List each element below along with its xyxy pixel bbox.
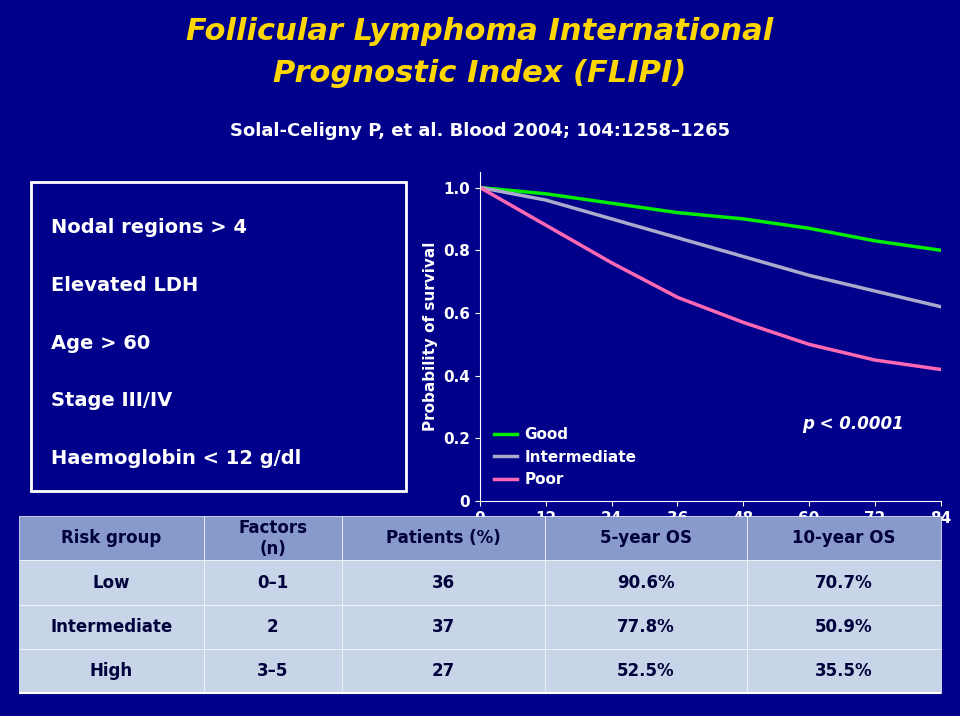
Text: 3–5: 3–5 — [257, 662, 288, 679]
Good — [474, 183, 486, 192]
Y-axis label: Probability of survival: Probability of survival — [422, 242, 438, 431]
Line: Intermediate: Intermediate — [480, 188, 941, 306]
Text: 10-year OS: 10-year OS — [792, 529, 896, 548]
FancyBboxPatch shape — [342, 561, 544, 604]
Text: Risk group: Risk group — [61, 529, 161, 548]
Text: 0–1: 0–1 — [257, 574, 288, 591]
Good — [935, 246, 947, 255]
Intermediate — [935, 302, 947, 311]
Intermediate — [869, 286, 880, 295]
Line: Poor: Poor — [480, 188, 941, 369]
Good — [606, 199, 617, 208]
Intermediate — [606, 215, 617, 223]
Text: Stage III/IV: Stage III/IV — [52, 391, 173, 410]
Good — [540, 190, 552, 198]
FancyBboxPatch shape — [19, 516, 204, 561]
Good — [672, 208, 684, 217]
Text: Nodal regions > 4: Nodal regions > 4 — [52, 218, 248, 237]
FancyBboxPatch shape — [342, 516, 544, 561]
Intermediate — [474, 183, 486, 192]
Intermediate — [804, 271, 815, 280]
Text: 50.9%: 50.9% — [815, 618, 873, 636]
Text: 36: 36 — [432, 574, 455, 591]
FancyBboxPatch shape — [204, 604, 342, 649]
Text: Age > 60: Age > 60 — [52, 334, 151, 352]
Good — [804, 224, 815, 233]
Text: 70.7%: 70.7% — [815, 574, 873, 591]
Poor — [804, 340, 815, 349]
FancyBboxPatch shape — [19, 649, 204, 693]
Text: 90.6%: 90.6% — [617, 574, 675, 591]
Text: Intermediate: Intermediate — [50, 618, 173, 636]
Text: 77.8%: 77.8% — [617, 618, 675, 636]
Poor — [474, 183, 486, 192]
Poor — [737, 318, 749, 326]
Poor — [606, 258, 617, 267]
Text: Follicular Lymphoma International: Follicular Lymphoma International — [186, 17, 774, 47]
Text: Haemoglobin < 12 g/dl: Haemoglobin < 12 g/dl — [52, 449, 301, 468]
FancyBboxPatch shape — [544, 561, 747, 604]
Text: Solal-Celigny P, et al. Blood 2004; 104:1258–1265: Solal-Celigny P, et al. Blood 2004; 104:… — [230, 122, 730, 140]
Poor — [672, 293, 684, 301]
Good — [737, 215, 749, 223]
FancyBboxPatch shape — [544, 604, 747, 649]
FancyBboxPatch shape — [342, 649, 544, 693]
Text: p < 0.0001: p < 0.0001 — [803, 415, 904, 432]
Text: Patients (%): Patients (%) — [386, 529, 500, 548]
Poor — [935, 365, 947, 374]
Text: Elevated LDH: Elevated LDH — [52, 276, 199, 295]
FancyBboxPatch shape — [204, 649, 342, 693]
FancyBboxPatch shape — [204, 516, 342, 561]
Text: 2: 2 — [267, 618, 278, 636]
FancyBboxPatch shape — [544, 649, 747, 693]
FancyBboxPatch shape — [19, 561, 204, 604]
Text: 5-year OS: 5-year OS — [600, 529, 692, 548]
Poor — [540, 221, 552, 229]
FancyBboxPatch shape — [19, 604, 204, 649]
X-axis label: Months: Months — [673, 531, 748, 549]
Line: Good: Good — [480, 188, 941, 251]
Text: Factors
(n): Factors (n) — [238, 519, 307, 558]
FancyBboxPatch shape — [747, 516, 941, 561]
Text: High: High — [90, 662, 132, 679]
Legend: Good, Intermediate, Poor: Good, Intermediate, Poor — [488, 421, 642, 493]
FancyBboxPatch shape — [204, 561, 342, 604]
FancyBboxPatch shape — [342, 604, 544, 649]
Text: Low: Low — [92, 574, 131, 591]
FancyBboxPatch shape — [747, 604, 941, 649]
FancyBboxPatch shape — [544, 516, 747, 561]
Text: 27: 27 — [431, 662, 455, 679]
Intermediate — [540, 195, 552, 204]
Text: Prognostic Index (FLIPI): Prognostic Index (FLIPI) — [274, 59, 686, 87]
Intermediate — [737, 252, 749, 261]
Good — [869, 236, 880, 245]
Text: 37: 37 — [431, 618, 455, 636]
Poor — [869, 356, 880, 364]
Text: 35.5%: 35.5% — [815, 662, 873, 679]
FancyBboxPatch shape — [747, 649, 941, 693]
FancyBboxPatch shape — [747, 561, 941, 604]
Intermediate — [672, 233, 684, 242]
Text: 52.5%: 52.5% — [617, 662, 675, 679]
